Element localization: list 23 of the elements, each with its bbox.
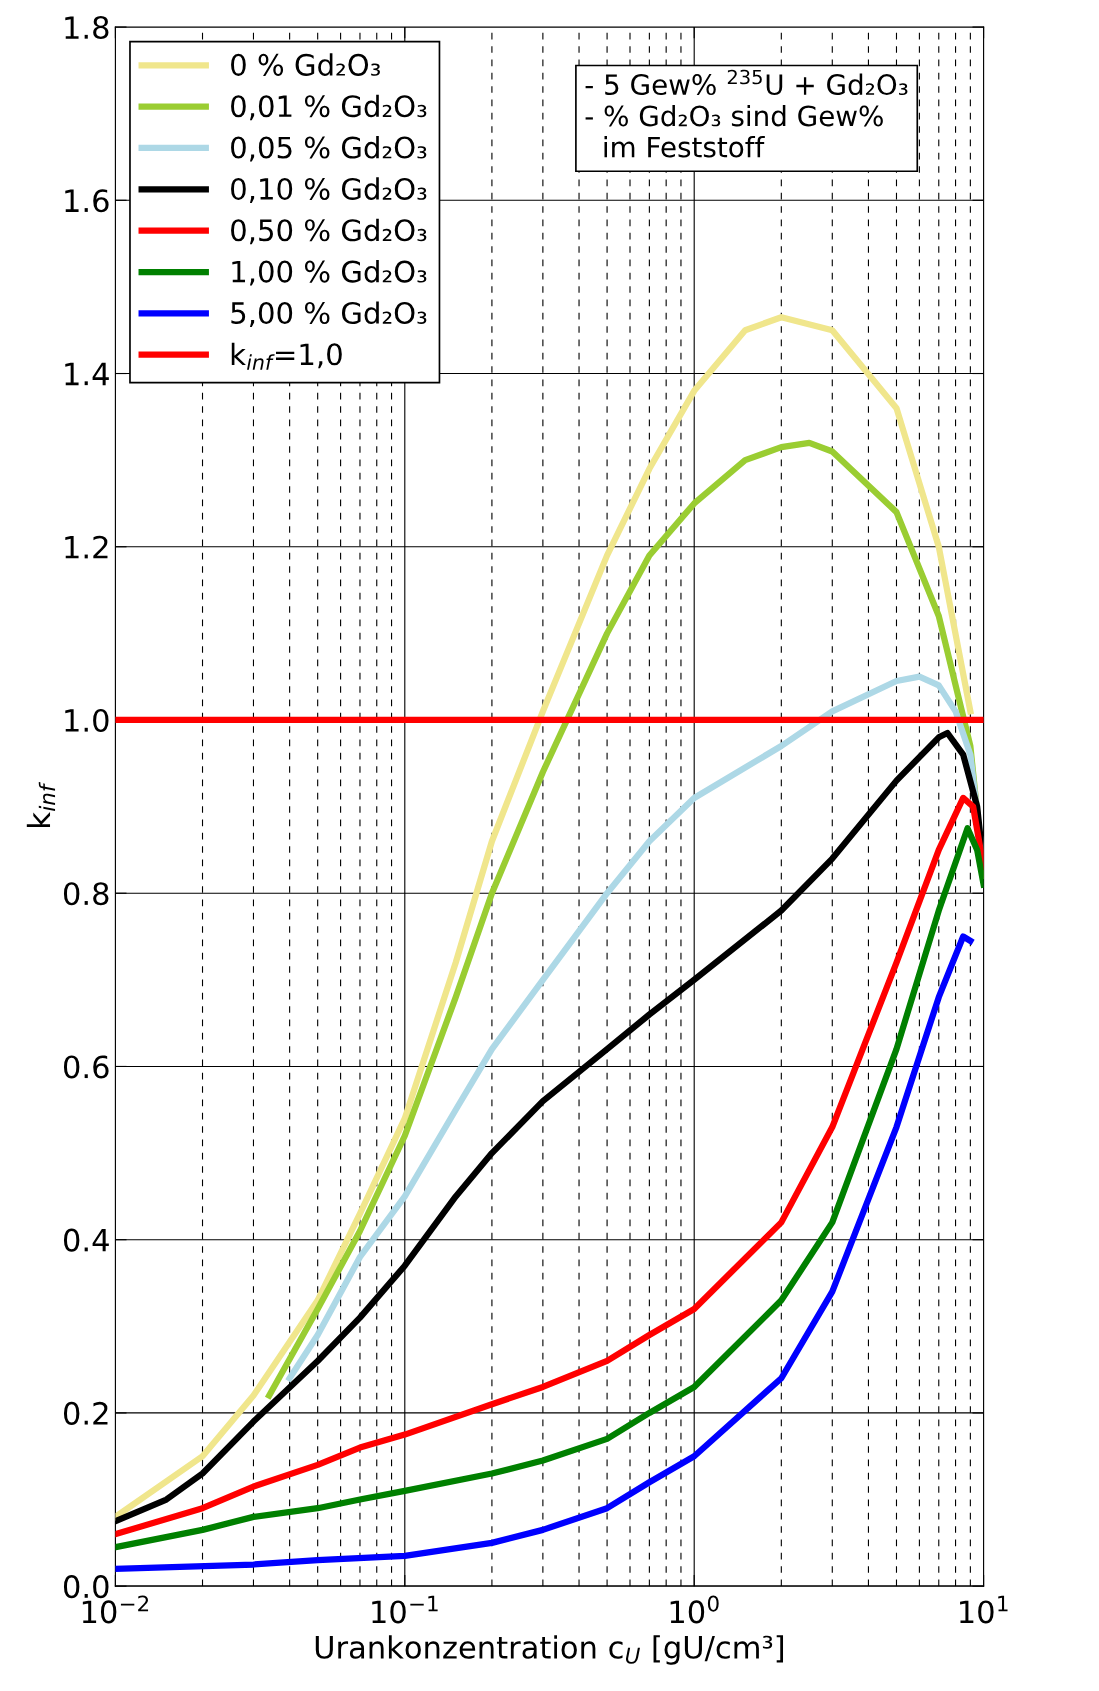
x-tick-label: 10$^{1}$ (960, 1595, 1008, 1624)
y-tick-label: 1.8 (65, 15, 109, 40)
legend-label: k$_{inf}$=1,0 (231, 342, 342, 370)
annotation: - 5 Gew% $^{235}$U + Gd₂O₃ - % Gd₂O₃ sind Gew% im Feststoff (585, 69, 908, 158)
legend-label: 0,05 % Gd₂O₃ (231, 136, 427, 162)
legend-label: 5,00 % Gd₂O₃ (231, 301, 427, 327)
y-tick-label: 1.4 (65, 362, 109, 386)
legend-label: 0 % Gd₂O₃ (231, 53, 380, 76)
y-tick-label: 1.0 (65, 708, 109, 733)
y-tick-label: 0.8 (63, 882, 109, 906)
legend-label: 0,50 % Gd₂O₃ (231, 218, 427, 245)
y-tick-label: 0.2 (63, 1401, 108, 1425)
x-tick-label: 10$^{0}$ (670, 1595, 719, 1624)
y-axis-title: k$_{inf}$ (26, 781, 56, 827)
y-tick-label: 0.6 (63, 1055, 109, 1079)
x-axis-title: Urankonzentration c$_{U}$ [gU/cm³] (315, 1635, 784, 1665)
legend-label: 0,01 % Gd₂O₃ (231, 94, 427, 121)
legend-label: 0,10 % Gd₂O₃ (231, 177, 427, 203)
y-tick-label: 1.6 (65, 189, 109, 213)
y-tick-label: 1.2 (65, 535, 108, 559)
y-tick-label: 0.4 (63, 1228, 109, 1252)
legend-label: 1,00 % Gd₂O₃ (232, 260, 427, 286)
x-tick-label: 10$^{−1}$ (372, 1595, 438, 1624)
